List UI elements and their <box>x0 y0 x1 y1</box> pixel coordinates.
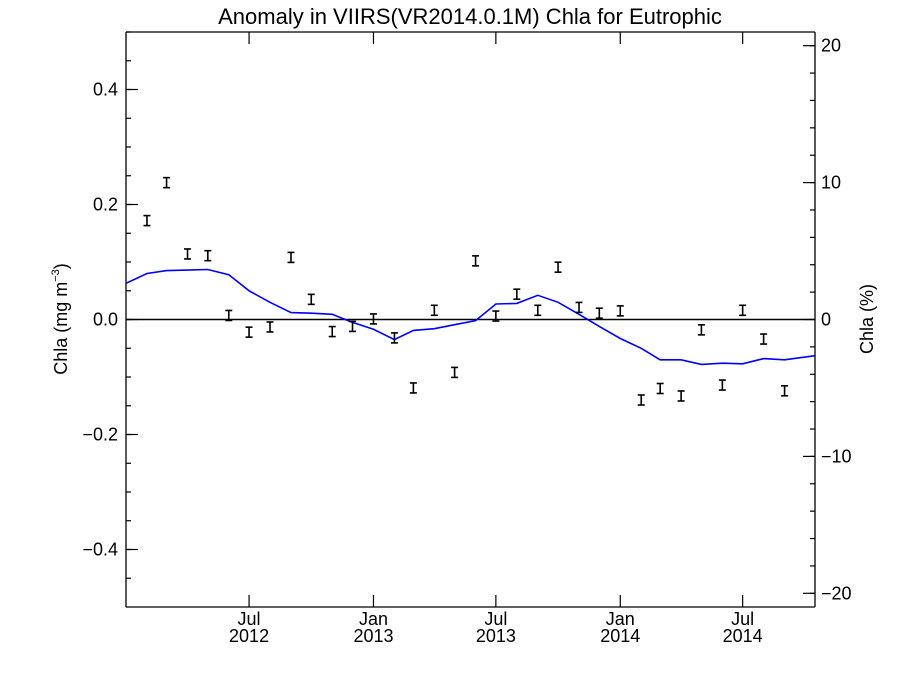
errorbar-point <box>204 249 212 262</box>
right-tick-label: −20 <box>821 583 852 603</box>
x-tick-year-label: 2013 <box>476 626 516 646</box>
errorbar-point <box>245 326 253 338</box>
left-tick-label: 0.4 <box>93 80 118 100</box>
errorbar-point <box>369 313 377 325</box>
x-tick-year-label: 2014 <box>723 626 763 646</box>
errorbar-point <box>616 305 624 317</box>
errorbar-point <box>718 379 726 391</box>
x-tick-year-label: 2013 <box>353 626 393 646</box>
errorbar-point <box>266 321 274 333</box>
left-minor-ticks <box>126 31 131 579</box>
errorbar-point <box>163 176 171 189</box>
errorbar-point <box>390 332 398 344</box>
errorbar-point <box>143 214 151 227</box>
errorbar-point <box>430 304 438 317</box>
errorbar-point <box>349 320 357 333</box>
errorbar-point <box>307 293 315 306</box>
errorbar-point <box>328 325 336 338</box>
errorbar-point <box>472 255 480 267</box>
errorbar-point <box>760 333 768 345</box>
left-axis-ticks: 0.4 0.2 0.0 −0.2 −0.4 <box>82 80 138 560</box>
trend-line-series <box>125 268 816 366</box>
x-tick-year-label: 2014 <box>600 626 640 646</box>
right-tick-label: −10 <box>821 446 852 466</box>
y-axis-label-right: Chla (%) <box>857 284 877 354</box>
x-tick-month-label: Jul <box>731 609 754 629</box>
x-tick-month-label: Jan <box>359 609 388 629</box>
errorbar-point <box>184 248 192 260</box>
errorbar-point <box>492 310 500 322</box>
errorbar-point <box>534 304 542 317</box>
errorbar-point <box>554 261 562 273</box>
y-axis-label-left-text: Chla (mg m <box>51 282 71 375</box>
errorbar-point <box>595 307 603 319</box>
left-tick-label: −0.2 <box>82 425 118 445</box>
errorbar-point <box>637 394 645 406</box>
errorbar-point <box>451 366 459 379</box>
right-tick-label: 10 <box>821 173 841 193</box>
errorbar-point <box>677 390 685 402</box>
errorbar-point <box>739 304 747 317</box>
x-tick-month-label: Jul <box>238 609 261 629</box>
errorbar-point <box>781 384 789 397</box>
errorbar-point <box>225 309 233 322</box>
errorbar-point <box>656 382 664 395</box>
right-tick-label: 20 <box>821 36 841 56</box>
right-tick-label: 0 <box>821 310 831 330</box>
x-tick-year-label: 2012 <box>229 626 269 646</box>
errorbar-point <box>513 288 521 301</box>
errorbar-point <box>697 324 705 336</box>
anomaly-errorbar-series <box>143 176 789 406</box>
errorbar-point <box>575 301 583 314</box>
x-tick-month-label: Jul <box>484 609 507 629</box>
left-tick-label: 0.0 <box>93 310 118 330</box>
errorbar-point <box>287 251 295 264</box>
y-axis-label-left: Chla (mg m−3) <box>50 263 71 375</box>
chart-title: Anomaly in VIIRS(VR2014.0.1M) Chla for E… <box>218 4 722 29</box>
errorbar-point <box>409 382 417 394</box>
y-axis-label-left-close: ) <box>51 263 71 269</box>
left-tick-label: 0.2 <box>93 195 118 215</box>
left-tick-label: −0.4 <box>82 540 118 560</box>
y-axis-label-left-superscript: −3 <box>50 269 62 282</box>
right-axis-ticks: 20 10 0 −10 −20 <box>803 36 852 603</box>
x-tick-month-label: Jan <box>606 609 635 629</box>
